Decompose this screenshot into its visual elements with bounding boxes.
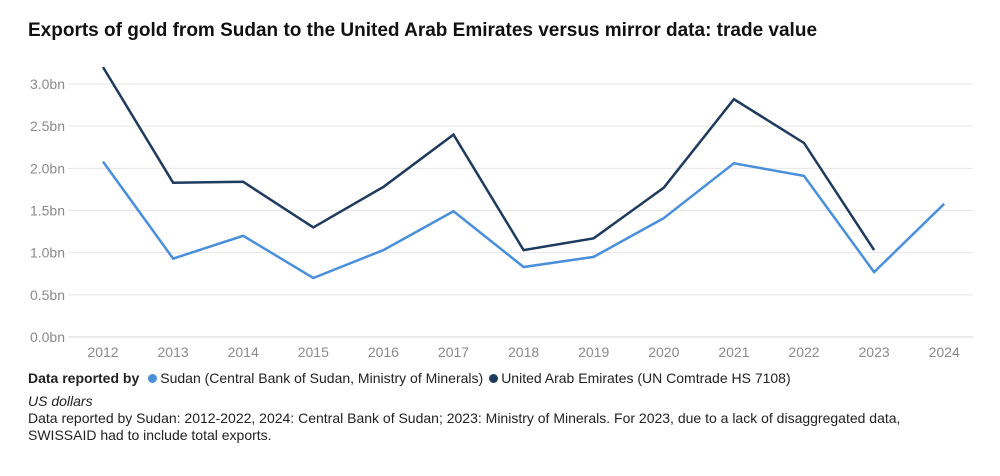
legend-label-sudan: Sudan (Central Bank of Sudan, Ministry o…	[160, 370, 484, 386]
data-point-sudan-2022[interactable]	[798, 170, 810, 182]
data-point-sudan-2012[interactable]	[97, 156, 109, 168]
unit-label: US dollars	[28, 393, 93, 409]
data-point-uae-2017[interactable]	[448, 129, 460, 141]
legend-title: Data reported by	[28, 370, 140, 386]
gridlines	[68, 83, 973, 338]
data-point-sudan-2016[interactable]	[377, 244, 389, 256]
x-tick-label: 2023	[859, 344, 890, 360]
source-note: Data reported by Sudan: 2012-2022, 2024:…	[28, 410, 901, 443]
series-lines	[97, 61, 950, 284]
data-point-uae-2019[interactable]	[588, 232, 600, 244]
data-point-uae-2013[interactable]	[167, 177, 179, 189]
series-line-uae[interactable]	[101, 66, 876, 252]
x-tick-label: 2016	[368, 344, 399, 360]
data-point-uae-2016[interactable]	[377, 181, 389, 193]
x-tick-label: 2022	[788, 344, 819, 360]
y-tick-label: 2.0bn	[30, 160, 65, 176]
data-point-sudan-2013[interactable]	[167, 253, 179, 265]
data-point-sudan-2019[interactable]	[588, 251, 600, 263]
y-tick-label: 1.5bn	[30, 203, 65, 219]
series-line-sudan[interactable]	[101, 160, 946, 280]
x-tick-label: 2020	[648, 344, 679, 360]
x-tick-label: 2017	[438, 344, 469, 360]
x-tick-label: 2015	[298, 344, 329, 360]
data-point-uae-2022[interactable]	[798, 137, 810, 149]
y-tick-label: 0.5bn	[30, 287, 65, 303]
legend-dot-sudan	[148, 373, 158, 383]
chart-title: Exports of gold from Sudan to the United…	[28, 20, 818, 41]
legend-dot-uae	[489, 373, 499, 383]
y-tick-label: 1.0bn	[30, 245, 65, 261]
data-point-sudan-2021[interactable]	[728, 157, 740, 169]
data-point-sudan-2024[interactable]	[938, 198, 950, 210]
data-point-sudan-2020[interactable]	[658, 212, 670, 224]
legend-item-uae[interactable]: United Arab Emirates (UN Comtrade HS 710…	[489, 370, 791, 386]
x-tick-label: 2018	[508, 344, 539, 360]
x-tick-label: 2013	[158, 344, 189, 360]
x-tick-label: 2012	[87, 344, 118, 360]
data-point-uae-2020[interactable]	[658, 182, 670, 194]
x-tick-label: 2021	[718, 344, 749, 360]
data-point-sudan-2023[interactable]	[868, 266, 880, 278]
data-point-uae-2021[interactable]	[728, 93, 740, 105]
y-axis-ticks: 0.0bn 0.5bn 1.0bn 1.5bn 2.0bn 2.5bn 3.0bn	[30, 76, 65, 345]
x-tick-label: 2019	[578, 344, 609, 360]
data-point-sudan-2017[interactable]	[448, 205, 460, 217]
data-point-sudan-2018[interactable]	[518, 261, 530, 273]
data-point-uae-2023[interactable]	[868, 244, 880, 256]
x-axis-ticks: 2012 2013 2014 2015 2016 2017 2018 2019 2020 2021…	[87, 344, 960, 360]
data-point-uae-2012[interactable]	[97, 61, 109, 73]
y-tick-label: 0.0bn	[30, 329, 65, 345]
x-tick-label: 2024	[929, 344, 960, 360]
data-point-uae-2015[interactable]	[307, 221, 319, 233]
legend-item-sudan[interactable]: Sudan (Central Bank of Sudan, Ministry o…	[148, 370, 483, 386]
data-point-uae-2014[interactable]	[237, 176, 249, 188]
y-tick-label: 2.5bn	[30, 118, 65, 134]
x-tick-label: 2014	[228, 344, 259, 360]
data-point-sudan-2015[interactable]	[307, 272, 319, 284]
data-point-sudan-2014[interactable]	[237, 230, 249, 242]
legend: Data reported by Sudan (Central Bank of …	[28, 370, 797, 386]
data-point-uae-2018[interactable]	[518, 244, 530, 256]
y-tick-label: 3.0bn	[30, 76, 65, 92]
line-chart: 0.0bn 0.5bn 1.0bn 1.5bn 2.0bn 2.5bn 3.0bn 2012…	[30, 61, 973, 360]
legend-label-uae: United Arab Emirates (UN Comtrade HS 710…	[501, 370, 791, 386]
